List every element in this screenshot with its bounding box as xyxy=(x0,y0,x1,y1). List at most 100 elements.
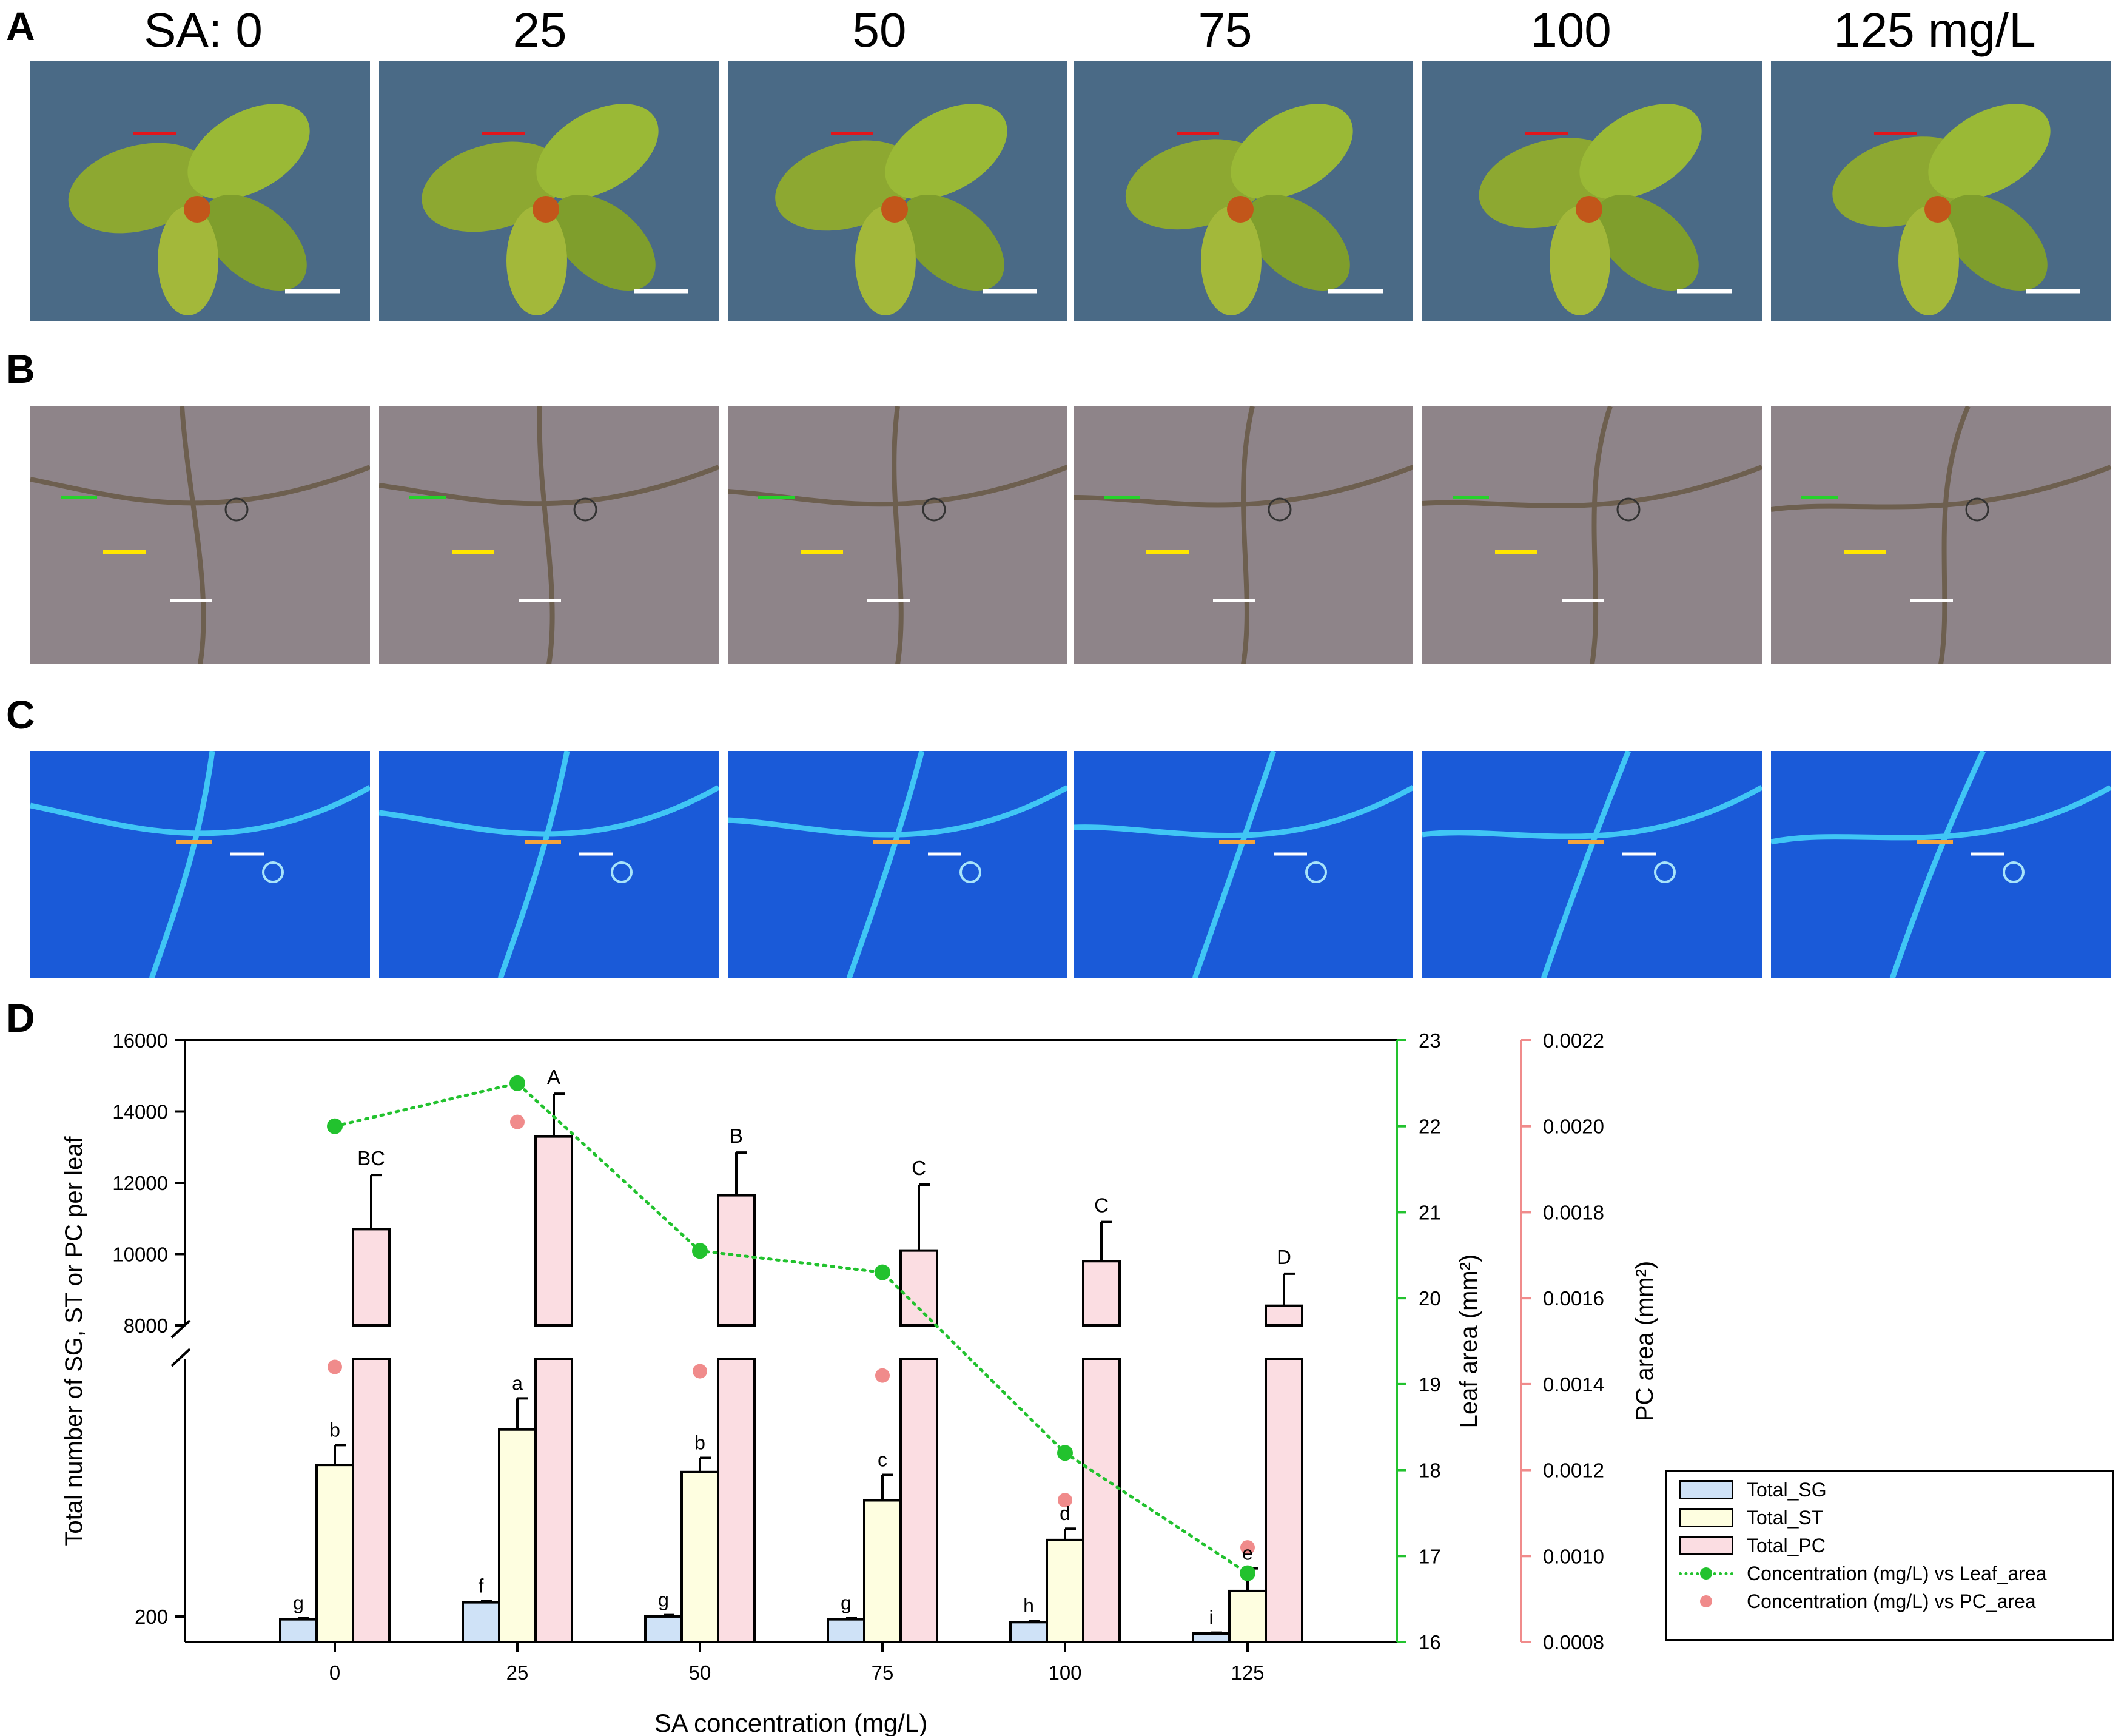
bar-total-st xyxy=(680,1470,719,1643)
leaf-vein xyxy=(1590,406,1613,664)
sig-letter-sg: g xyxy=(293,1592,304,1613)
legend-swatch-st xyxy=(1679,1508,1733,1527)
fluorescence-image-4 xyxy=(1422,751,1762,978)
fluorescence-image-svg xyxy=(1074,751,1413,978)
fluorescence-image-2 xyxy=(728,751,1067,978)
leaf-shape xyxy=(1898,206,1959,315)
pc-area-point xyxy=(875,1368,890,1383)
brightfield-image-0 xyxy=(30,406,370,664)
leaf-vein xyxy=(1192,751,1277,978)
leaf-area-tick-label: 18 xyxy=(1419,1459,1441,1482)
sig-letter-pc: D xyxy=(1277,1246,1291,1268)
photo-background xyxy=(30,406,370,664)
brightfield-image-4 xyxy=(1422,406,1762,664)
legend-item-pc: Total_PC xyxy=(1679,1532,1826,1559)
bar-total-pc-upper xyxy=(534,1135,573,1327)
legend-item-pc-area: Concentration (mg/L) vs PC_area xyxy=(1679,1588,2036,1615)
sa-label-0: SA: 0 xyxy=(144,3,263,57)
leaf-vein xyxy=(379,785,719,837)
sig-letter-sg: i xyxy=(1209,1607,1213,1629)
leaf-vein xyxy=(892,406,904,664)
sig-letter-st: c xyxy=(878,1448,887,1470)
stem-center xyxy=(881,196,908,223)
legend-marker-pc-area xyxy=(1679,1592,1733,1611)
panel-letter-a: A xyxy=(6,4,35,49)
bar-total-sg xyxy=(644,1615,683,1643)
legend-item-st: Total_ST xyxy=(1679,1504,1823,1531)
sig-letter-sg: h xyxy=(1023,1595,1034,1617)
stem-center xyxy=(533,196,559,223)
pc-area-tick-label: 0.0014 xyxy=(1543,1373,1604,1396)
gland-cell xyxy=(1965,497,1989,522)
bar-total-pc-upper xyxy=(352,1228,391,1327)
leaf-area-tick-label: 20 xyxy=(1419,1287,1441,1310)
leaf-area-tick-label: 19 xyxy=(1419,1373,1441,1396)
seedling-image-4 xyxy=(1422,61,1762,321)
leaf-area-point xyxy=(1057,1445,1073,1461)
series-layer xyxy=(327,1075,1255,1581)
seedling-image-svg xyxy=(1422,61,1762,321)
seedling-image-1 xyxy=(379,61,719,321)
sig-letter-pc: C xyxy=(912,1157,926,1179)
leaf-vein xyxy=(180,406,206,664)
labels-layer: Total number of SG, ST or PC per leaf Lea… xyxy=(61,1066,1658,1736)
sig-letter-pc: BC xyxy=(357,1147,385,1169)
panel-letter-d: D xyxy=(6,995,35,1040)
seedling-image-svg xyxy=(30,61,370,321)
leaf-vein xyxy=(30,465,370,506)
seedling-image-5 xyxy=(1771,61,2111,321)
leaf-shape xyxy=(885,104,1007,200)
photo-background xyxy=(728,751,1067,978)
brightfield-image-svg xyxy=(379,406,719,664)
legend-item-leaf-area: Concentration (mg/L) vs Leaf_area xyxy=(1679,1560,2046,1587)
leaf-shape xyxy=(1579,104,1702,200)
sa-label-25: 25 xyxy=(512,3,567,57)
seedling-image-3 xyxy=(1074,61,1413,321)
legend-label-leaf-area: Concentration (mg/L) vs Leaf_area xyxy=(1747,1562,2047,1584)
leaf-vein xyxy=(728,785,1067,838)
pc-area-point xyxy=(510,1114,525,1129)
bar-total-sg xyxy=(462,1601,500,1643)
leaf-vein xyxy=(537,406,555,664)
bars-layer xyxy=(279,1092,1303,1644)
sig-letter-pc: C xyxy=(1094,1194,1109,1217)
leaf-area-point xyxy=(327,1118,343,1134)
leaf-shape xyxy=(187,104,310,200)
sig-letter-st: b xyxy=(329,1419,340,1441)
legend-label-st: Total_ST xyxy=(1747,1506,1824,1529)
seedling-image-2 xyxy=(728,61,1067,321)
leaf-vein xyxy=(379,465,719,506)
legend-item-sg: Total_SG xyxy=(1679,1476,1827,1503)
legend-line-leaf-area xyxy=(1679,1564,1733,1583)
brightfield-image-svg xyxy=(728,406,1067,664)
bar-total-st xyxy=(1046,1538,1084,1643)
bar-total-st xyxy=(1228,1589,1267,1643)
leaf-shape xyxy=(158,206,218,315)
legend-swatch-pc xyxy=(1679,1536,1733,1555)
leaf-shape xyxy=(1201,206,1262,315)
chart-legend: Total_SG Total_ST Total_PC Concentration… xyxy=(1665,1470,2114,1641)
leaf-vein xyxy=(1938,406,1971,664)
leaf-vein xyxy=(1074,785,1413,838)
leaf-shape xyxy=(1943,194,2048,291)
brightfield-image-svg xyxy=(1422,406,1762,664)
bar-total-pc-lower xyxy=(717,1358,756,1643)
bar-total-pc-upper xyxy=(1082,1260,1121,1327)
legend-swatch-sg xyxy=(1679,1480,1733,1499)
leaf-vein xyxy=(1771,785,2111,845)
sa-label-50: 50 xyxy=(852,3,907,57)
leaf-vein xyxy=(1889,751,1986,978)
fluorescence-image-3 xyxy=(1074,751,1413,978)
leaf-shape xyxy=(551,194,656,291)
gland-cell xyxy=(224,497,249,522)
bar-total-st xyxy=(863,1499,902,1643)
sig-letter-sg: f xyxy=(479,1575,484,1596)
panel-letter-c: C xyxy=(6,692,35,737)
pc-area-point xyxy=(1240,1540,1255,1555)
fluorescence-image-1 xyxy=(379,751,719,978)
photo-background xyxy=(1771,751,2111,978)
bar-total-pc-lower xyxy=(1082,1358,1121,1643)
x-tick-label: 50 xyxy=(689,1661,711,1684)
legend-label-pc-area: Concentration (mg/L) vs PC_area xyxy=(1747,1590,2036,1612)
gland-cell xyxy=(2003,861,2025,883)
